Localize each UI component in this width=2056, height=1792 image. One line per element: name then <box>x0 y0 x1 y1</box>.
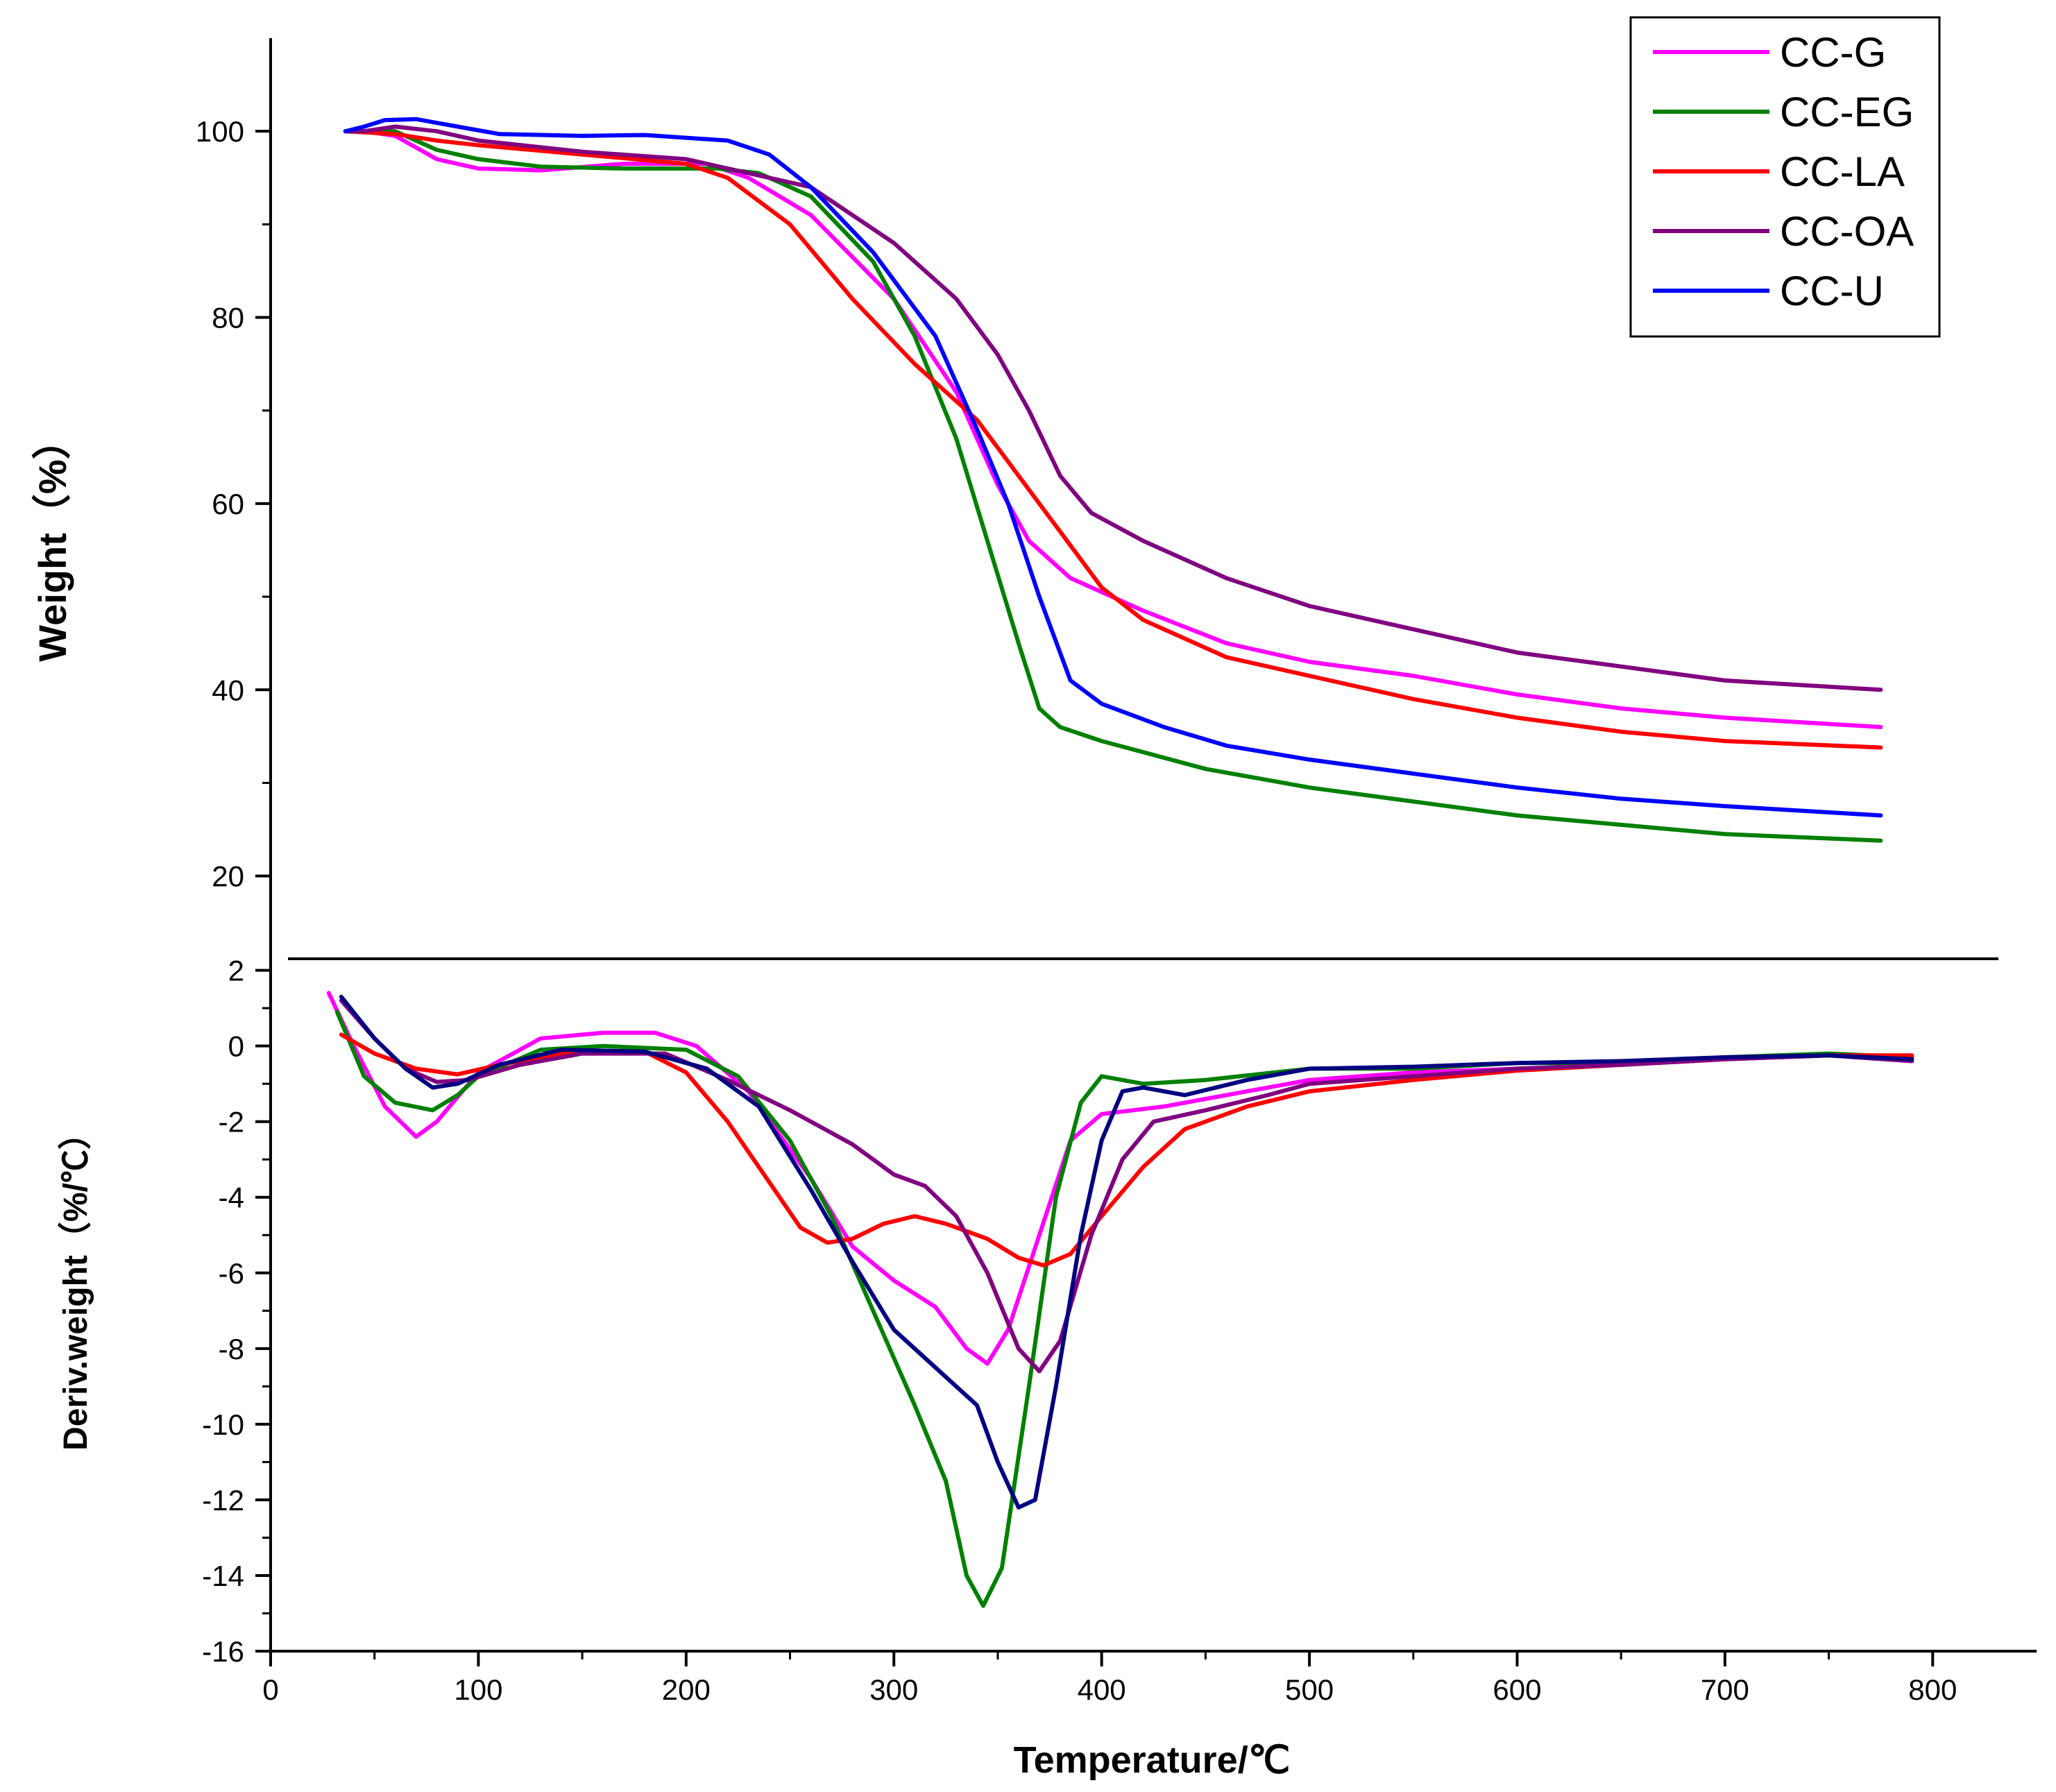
tga-y-tick-label-100: 100 <box>196 115 244 148</box>
dtg-y-tick-label-2: 2 <box>228 955 244 987</box>
x-tick-label-0: 0 <box>262 1673 278 1706</box>
x-tick-label-800: 800 <box>1908 1673 1957 1706</box>
x-tick-label-700: 700 <box>1701 1673 1749 1706</box>
x-tick-label-100: 100 <box>454 1673 502 1706</box>
dtg-y-tick-label--2: -2 <box>219 1106 244 1138</box>
dtg-y-tick-label--8: -8 <box>219 1333 244 1365</box>
legend-label-cc-oa: CC-OA <box>1780 208 1914 255</box>
tga-y-tick-label-60: 60 <box>212 488 244 520</box>
dtg-y-tick-label--12: -12 <box>202 1484 244 1517</box>
legend-label-cc-g: CC-G <box>1780 29 1886 76</box>
dtg-y-tick-label--10: -10 <box>202 1408 244 1441</box>
dtg-line-cc-oa <box>339 998 1914 1374</box>
legend-box <box>1629 16 1941 338</box>
tga-line-cc-g <box>343 129 1883 729</box>
x-tick-label-200: 200 <box>662 1673 711 1706</box>
x-axis-title: Temperature/℃ <box>1014 1739 1291 1781</box>
axes: 0 100 200 300 400 500 600 700 80020406080100-16-… <box>196 38 2037 1706</box>
tga-y-tick-label-40: 40 <box>212 674 244 706</box>
x-tick-label-300: 300 <box>869 1673 918 1706</box>
dtg-line-cc-u <box>339 994 1914 1510</box>
legend: CC-G CC-EG CC-LA CC-OA CC-U <box>1629 16 1941 338</box>
dtg-y-tick-label--14: -14 <box>202 1560 244 1592</box>
x-tick-label-500: 500 <box>1285 1673 1334 1706</box>
dtg-y-tick-label--6: -6 <box>219 1257 244 1290</box>
y-axis-title-weight: Weight（%） <box>31 420 74 661</box>
series-lines <box>326 117 1914 1608</box>
y-axis-title-deriv-weight: Deriv.weight（%/℃） <box>58 1116 94 1451</box>
tga-line-cc-eg <box>343 129 1883 843</box>
dtg-y-tick-label--4: -4 <box>219 1181 244 1214</box>
legend-label-cc-la: CC-LA <box>1780 148 1905 195</box>
dtg-y-tick-label-0: 0 <box>228 1030 244 1063</box>
legend-label-cc-u: CC-U <box>1780 268 1884 314</box>
tga-line-cc-oa <box>343 124 1883 692</box>
dtg-line-cc-la <box>339 1032 1914 1268</box>
tga-line-cc-u <box>343 117 1883 818</box>
legend-label-cc-eg: CC-EG <box>1780 89 1914 135</box>
x-tick-label-600: 600 <box>1493 1673 1541 1706</box>
tga-line-cc-la <box>343 129 1883 750</box>
tga-y-tick-label-20: 20 <box>212 860 244 893</box>
dtg-y-tick-label--16: -16 <box>202 1635 244 1668</box>
tga-y-tick-label-80: 80 <box>212 302 244 334</box>
x-tick-label-400: 400 <box>1078 1673 1126 1706</box>
